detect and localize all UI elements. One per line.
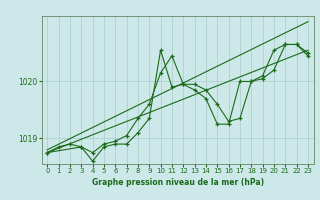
X-axis label: Graphe pression niveau de la mer (hPa): Graphe pression niveau de la mer (hPa) <box>92 178 264 187</box>
